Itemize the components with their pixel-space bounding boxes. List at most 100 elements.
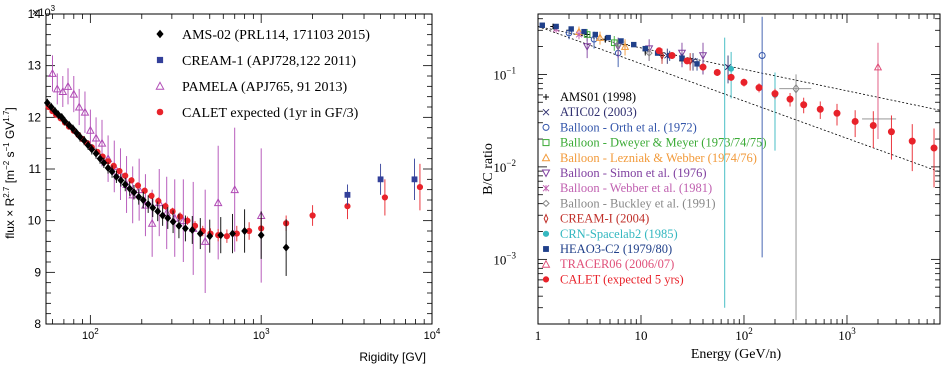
data-point <box>88 145 96 154</box>
data-point <box>257 231 265 240</box>
x-tick-label: 104 <box>424 327 441 342</box>
x-axis-label: Rigidity [GV] <box>359 350 426 364</box>
data-point <box>816 105 824 113</box>
data-point <box>135 192 143 201</box>
data-point <box>130 188 138 197</box>
legend-label: Balloon - Buckley et al. (1991) <box>560 196 716 210</box>
data-point <box>792 83 800 94</box>
data-point <box>698 52 708 60</box>
data-point <box>139 195 147 205</box>
data-point <box>668 52 676 60</box>
data-point <box>108 167 116 176</box>
data-point <box>728 65 735 72</box>
data-point <box>213 198 223 207</box>
data-point <box>43 98 51 107</box>
data-point <box>92 149 100 158</box>
data-point <box>620 42 630 50</box>
data-point <box>154 207 162 216</box>
data-point <box>377 176 384 183</box>
data-point <box>58 86 68 95</box>
legend-marker <box>541 259 551 268</box>
data-point <box>645 49 653 57</box>
data-point <box>758 52 766 60</box>
x-axis-label: Energy (GeV/n) <box>691 347 782 362</box>
data-point <box>116 167 123 175</box>
data-point <box>659 50 665 61</box>
data-point <box>553 23 559 30</box>
legend-marker <box>542 123 550 131</box>
data-point <box>568 26 574 32</box>
data-point <box>181 224 189 233</box>
legend-marker <box>541 169 551 178</box>
data-point <box>100 158 108 167</box>
axis-multiplier: ×103 <box>32 4 56 19</box>
data-point <box>851 117 859 125</box>
data-point <box>169 217 177 226</box>
data-point <box>175 221 183 230</box>
y-tick-label: 10−2 <box>493 158 516 175</box>
legend-marker <box>543 213 549 224</box>
data-point <box>61 117 69 126</box>
y-tick-label: 10 <box>28 214 42 228</box>
data-point <box>740 78 748 86</box>
data-point <box>381 194 388 201</box>
legend-label: TRACER06 (2006/07) <box>560 257 674 271</box>
data-point <box>63 81 73 90</box>
legend-marker <box>542 276 550 283</box>
legend-label: CALET (expected 5 yrs) <box>560 272 684 286</box>
data-point <box>755 84 763 92</box>
data-point <box>223 233 230 240</box>
data-point <box>73 128 80 137</box>
legend-marker <box>542 139 550 147</box>
chart-panel-right: 1 10 102 103 10−1 10−2 10−3 B/C ratio Energy (Ge… <box>470 0 944 368</box>
bc-ratio-chart: 1 10 102 103 10−1 10−2 10−3 B/C ratio Energy (Ge… <box>481 13 941 362</box>
legend-marker <box>542 230 550 237</box>
data-point <box>887 128 895 136</box>
data-point <box>833 109 841 117</box>
legend-marker <box>542 108 550 116</box>
data-point <box>148 192 155 199</box>
legend-label: CREAM-1 (APJ728,122 2011) <box>182 54 356 69</box>
data-point <box>869 122 877 130</box>
data-point <box>229 229 236 238</box>
legend-label: Balloon - Webber et al. (1981) <box>560 181 712 195</box>
legend-marker <box>156 108 164 116</box>
y-tick-label: 12 <box>28 110 42 124</box>
data-point <box>47 102 55 112</box>
data-point <box>104 163 112 173</box>
legend-label: CREAM-I (2004) <box>560 212 649 226</box>
data-point <box>416 183 424 191</box>
data-point <box>786 95 794 103</box>
legend-label: HEAO3-C2 (1979/80) <box>560 242 672 256</box>
data-point <box>149 203 157 212</box>
data-point <box>134 182 142 189</box>
data-point <box>713 68 721 76</box>
data-point <box>411 176 418 183</box>
data-point <box>122 172 129 179</box>
data-point <box>176 213 184 220</box>
data-point <box>84 141 92 150</box>
data-point <box>230 185 240 194</box>
data-point <box>583 43 592 51</box>
data-point <box>344 191 351 198</box>
legend-marker <box>541 153 551 162</box>
data-point <box>618 38 624 44</box>
legend-marker <box>543 94 549 100</box>
data-point <box>679 55 685 61</box>
data-point <box>605 34 611 41</box>
data-point <box>595 33 605 41</box>
legend-label: Balloon - Lezniak & Webber (1974/76) <box>560 151 757 165</box>
data-point <box>80 136 88 145</box>
legend-marker <box>156 29 164 39</box>
data-point <box>581 28 587 35</box>
data-point <box>217 231 225 240</box>
data-point <box>117 176 125 185</box>
flux-chart: 8 9 10 11 12 13 14 102 103 104 ×103 flux × R2.7 [m−… <box>2 4 441 364</box>
data-point <box>694 61 700 67</box>
legend-label: Balloon - Simon et al. (1976) <box>560 166 707 180</box>
legend-label: Balloon - Dweyer & Meyer (1973/74/75) <box>560 136 767 150</box>
data-point <box>196 229 204 238</box>
data-point <box>169 208 176 215</box>
x-tick-label: 102 <box>82 327 99 342</box>
data-point <box>642 45 648 52</box>
